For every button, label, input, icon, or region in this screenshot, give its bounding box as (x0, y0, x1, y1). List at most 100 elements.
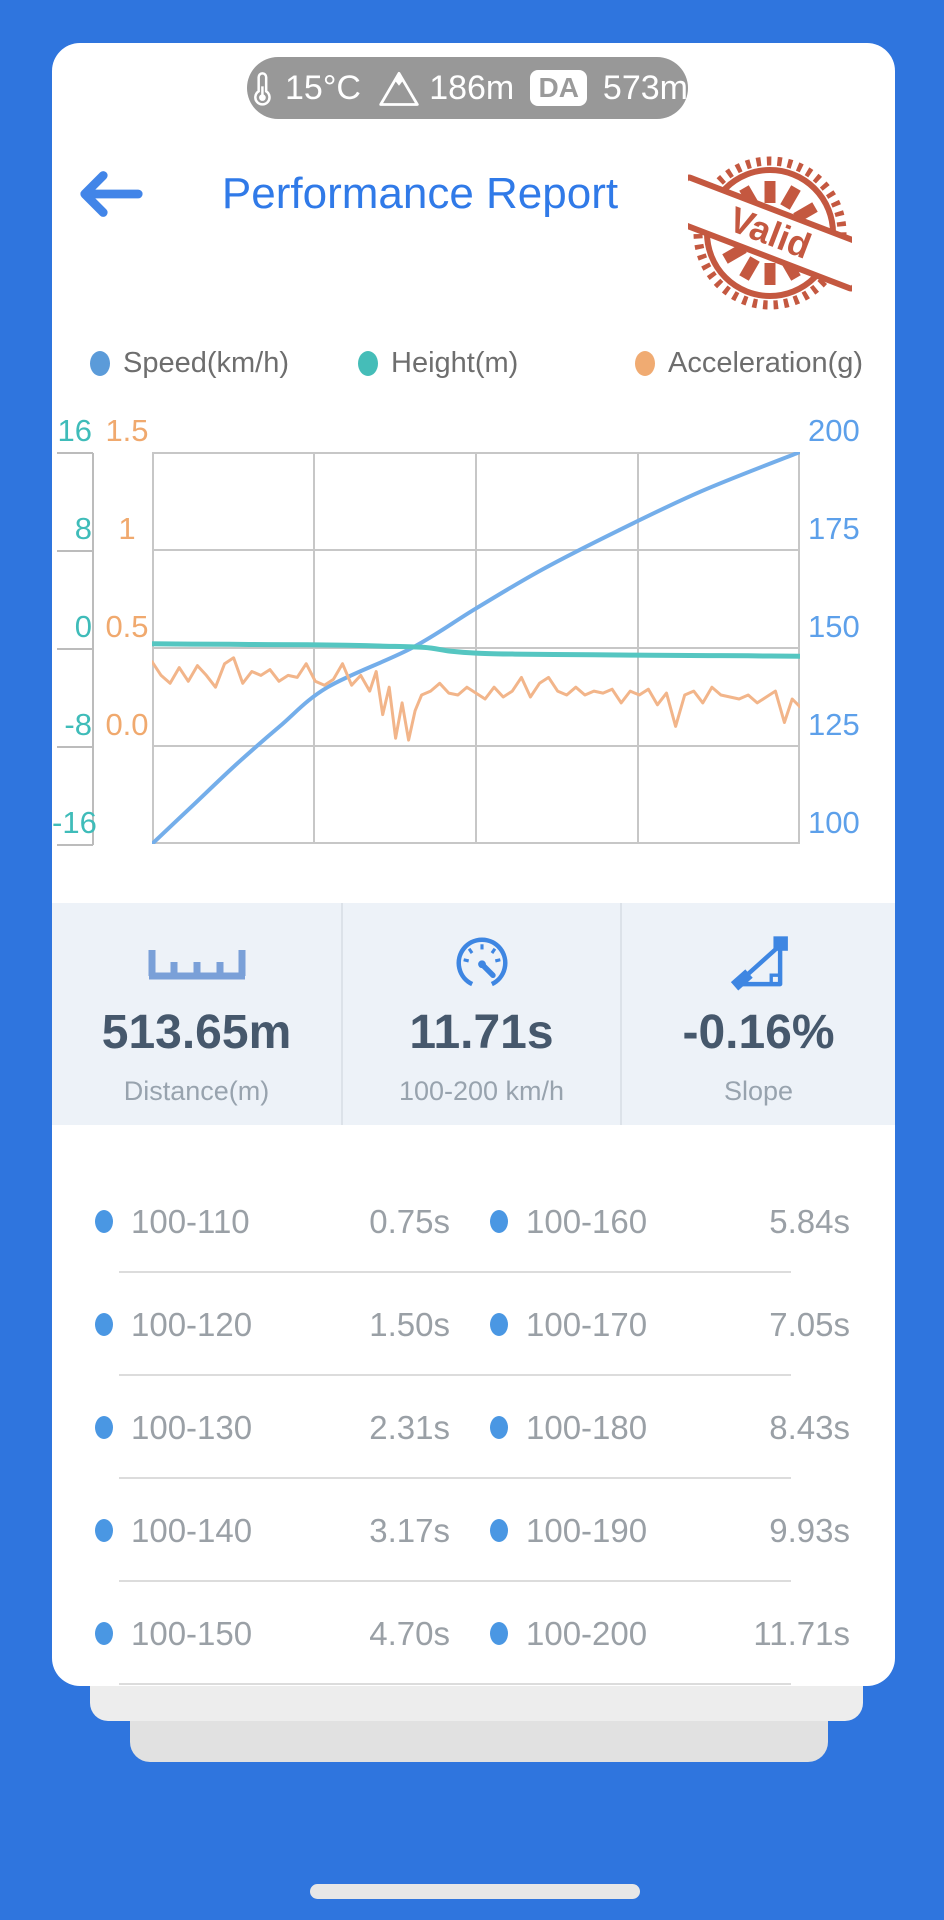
slope-icon (730, 936, 788, 991)
left-axis-bracket (57, 452, 94, 846)
split-range: 100-120 (131, 1305, 253, 1343)
table-row: 100-110 0.75s 100-160 5.84s (52, 1170, 895, 1273)
axis-tick-label: 0 (74, 609, 92, 644)
acceleration-dot-icon (635, 350, 655, 376)
axis-tick-label: 150 (808, 609, 860, 644)
mountain-icon (379, 71, 419, 106)
bullet-icon (95, 1313, 113, 1336)
ruler-icon (148, 950, 245, 980)
chart-legend: Speed(km/h) Height(m) Acceleration(g) (52, 343, 895, 383)
split-range: 100-170 (526, 1305, 648, 1343)
split-time: 8.43s (769, 1408, 850, 1446)
thermometer-icon (254, 72, 271, 106)
legend-label: Acceleration(g) (668, 346, 864, 379)
split-time: 7.05s (769, 1305, 850, 1343)
chart-plot-area (152, 452, 800, 844)
split-cell: 100-140 3.17s (95, 1512, 450, 1550)
row-divider (119, 1477, 791, 1479)
altitude-value: 186m (429, 68, 515, 107)
stat-distance: 513.65m Distance(m) (52, 903, 341, 1125)
split-cell: 100-190 9.93s (490, 1512, 850, 1550)
split-cell: 100-130 2.31s (95, 1409, 450, 1447)
axis-tick-label: 1 (118, 511, 136, 546)
axis-tick-label: 1.5 (105, 413, 149, 448)
legend-item-acceleration: Acceleration(g) (635, 343, 863, 383)
legend-label: Speed(km/h) (123, 346, 290, 379)
report-card: 15°C 186m DA 573m Performance Report (52, 43, 895, 1686)
bullet-icon (95, 1210, 113, 1233)
bullet-icon (490, 1313, 508, 1336)
split-range: 100-180 (526, 1408, 648, 1446)
table-row: 100-130 2.31s 100-180 8.43s (52, 1376, 895, 1479)
split-cell: 100-160 5.84s (490, 1203, 850, 1241)
split-cell: 100-170 7.05s (490, 1306, 850, 1344)
stacked-sheet-back-2 (130, 1721, 828, 1762)
legend-label: Height(m) (391, 346, 519, 379)
split-time: 3.17s (369, 1511, 450, 1549)
row-divider (119, 1683, 791, 1685)
axis-tick-label: 100 (808, 805, 860, 840)
split-time: 0.75s (369, 1202, 450, 1240)
valid-stamp-icon: Valid (688, 156, 852, 310)
axis-tick-label: 0.0 (105, 707, 149, 742)
split-cell: 100-150 4.70s (95, 1615, 450, 1653)
bullet-icon (490, 1210, 508, 1233)
split-range: 100-200 (526, 1614, 648, 1652)
time-value: 11.71s (409, 1006, 554, 1059)
distance-label: Distance(m) (123, 1076, 270, 1106)
axis-tick-label: 8 (74, 511, 92, 546)
speedometer-icon (456, 937, 507, 987)
stat-slope: -0.16% Slope (620, 903, 895, 1125)
slope-label: Slope (723, 1076, 794, 1106)
bullet-icon (95, 1519, 113, 1542)
temperature-item: 15°C (247, 66, 361, 110)
split-cell: 100-180 8.43s (490, 1409, 850, 1447)
split-times-table: 100-110 0.75s 100-160 5.84s 100-120 1.50s 100-… (52, 1170, 895, 1685)
da-value: 573m (602, 68, 688, 107)
page-title: Performance Report (221, 169, 619, 218)
axis-tick-label: -16 (52, 805, 97, 840)
table-row: 100-150 4.70s 100-200 11.71s (52, 1582, 895, 1685)
table-row: 100-140 3.17s 100-190 9.93s (52, 1479, 895, 1582)
split-time: 9.93s (769, 1511, 850, 1549)
performance-chart: 16 8 0 -8 -16 1.5 1 0.5 0.0 200 175 150 125 100 (52, 413, 895, 880)
height-dot-icon (358, 350, 378, 376)
split-range: 100-110 (131, 1202, 250, 1240)
axis-tick-label: 200 (808, 413, 860, 448)
speed-dot-icon (90, 350, 110, 376)
legend-item-speed: Speed(km/h) (90, 343, 289, 383)
split-range: 100-160 (526, 1202, 648, 1240)
summary-stats: 513.65m Distance(m) (52, 903, 895, 1125)
home-indicator[interactable] (310, 1884, 640, 1899)
bullet-icon (490, 1622, 508, 1645)
axis-tick-label: 125 (808, 707, 860, 742)
split-time: 1.50s (369, 1305, 450, 1343)
split-time: 2.31s (369, 1408, 450, 1446)
distance-value: 513.65m (101, 1006, 292, 1059)
split-cell: 100-110 0.75s (95, 1203, 450, 1241)
split-time: 11.71s (753, 1614, 850, 1652)
da-badge: DA (530, 70, 587, 106)
temperature-value: 15°C (285, 68, 361, 107)
split-range: 100-140 (131, 1511, 253, 1549)
bullet-icon (490, 1416, 508, 1439)
density-altitude-item: DA 573m (530, 69, 688, 108)
back-button[interactable] (76, 167, 146, 221)
legend-item-height: Height(m) (358, 343, 518, 383)
environment-pill: 15°C 186m DA 573m (247, 57, 688, 119)
split-time: 4.70s (369, 1614, 450, 1652)
axis-tick-label: 0.5 (105, 609, 149, 644)
altitude-item: 186m (377, 68, 514, 108)
axis-tick-label: 16 (57, 413, 92, 448)
split-range: 100-190 (526, 1511, 648, 1549)
table-row: 100-120 1.50s 100-170 7.05s (52, 1273, 895, 1376)
split-cell: 100-200 11.71s (490, 1615, 850, 1653)
split-cell: 100-120 1.50s (95, 1306, 450, 1344)
stat-time: 11.71s 100-200 km/h (341, 903, 620, 1125)
bullet-icon (95, 1622, 113, 1645)
bullet-icon (95, 1416, 113, 1439)
split-time: 5.84s (769, 1202, 850, 1240)
axis-tick-label: 175 (808, 511, 860, 546)
split-range: 100-130 (131, 1408, 253, 1446)
